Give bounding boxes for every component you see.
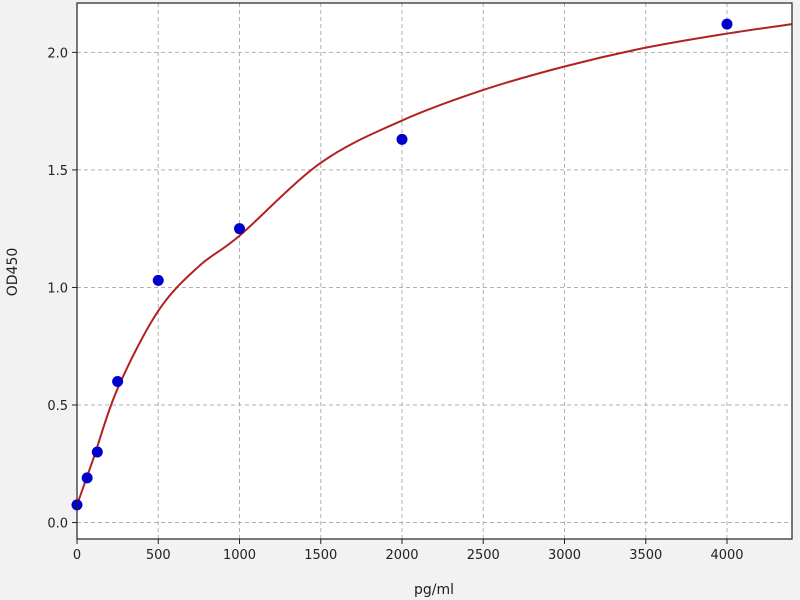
- y-tick-label: 0.5: [47, 399, 68, 414]
- data-point: [234, 223, 245, 235]
- x-tick-label: 4000: [710, 548, 743, 563]
- x-tick-label: 2500: [467, 548, 500, 563]
- data-points: [71, 18, 733, 511]
- x-tick-label: 0: [73, 548, 81, 563]
- x-tick-label: 1500: [304, 548, 337, 563]
- y-axis-ticks: 0.0 0.5 1.0 1.5 2.0: [47, 46, 77, 532]
- data-point: [152, 274, 164, 286]
- x-tick-label: 2000: [385, 548, 418, 563]
- data-point: [721, 18, 733, 30]
- x-axis-ticks: 0 500 1000 1500 2000 2500 3000 3500 4000: [73, 539, 744, 563]
- y-axis-label: OD450: [5, 248, 21, 297]
- x-axis-label: pg/ml: [414, 582, 454, 598]
- y-tick-label: 1.5: [47, 164, 68, 179]
- plot-area: [77, 3, 792, 539]
- x-tick-label: 3500: [629, 548, 662, 563]
- data-point: [396, 133, 408, 145]
- x-tick-label: 1000: [223, 548, 256, 563]
- y-tick-label: 2.0: [47, 46, 68, 61]
- y-tick-label: 0.0: [47, 517, 68, 532]
- x-tick-label: 3000: [548, 548, 581, 563]
- data-point: [91, 446, 103, 458]
- data-point: [81, 472, 93, 484]
- axes-frame: [76, 2, 793, 540]
- x-tick-label: 500: [146, 548, 171, 563]
- y-tick-label: 1.0: [47, 281, 68, 296]
- data-point: [112, 375, 124, 387]
